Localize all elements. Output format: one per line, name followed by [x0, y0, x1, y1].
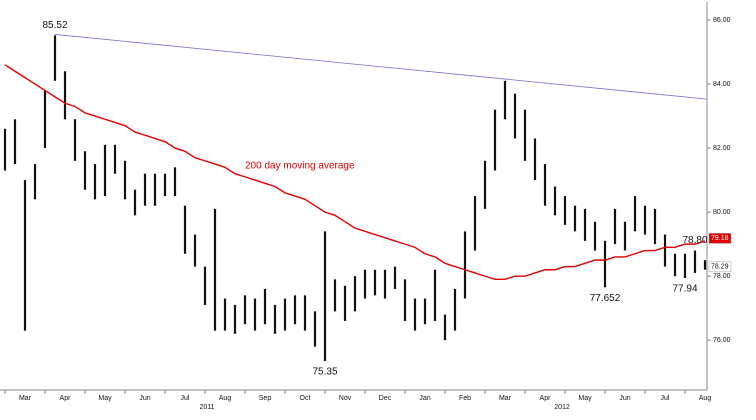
y-tick-label: 86.00 [713, 17, 731, 24]
x-tick-label: Jan [419, 395, 430, 402]
x-tick-label: Aug [219, 395, 232, 402]
trendline [54, 34, 708, 100]
year-label: 2011 [199, 404, 214, 411]
x-tick-label: May [98, 395, 112, 402]
x-tick-label: Mar [19, 395, 32, 402]
last-marker [708, 233, 732, 244]
data-label: 85.52 [42, 20, 67, 31]
y-tick-label: 84.00 [713, 81, 731, 88]
y-tick-label: 78.00 [713, 273, 731, 280]
y-tick-label: 80.00 [713, 209, 731, 216]
data-label: 77.94 [672, 284, 697, 295]
x-tick-label: Dec [379, 395, 392, 402]
x-tick-label: Nov [339, 395, 352, 402]
y-tick-label: 76.00 [713, 337, 731, 344]
data-label: 77.652 [590, 293, 621, 304]
y-tick-label: 82.00 [713, 145, 731, 152]
x-tick-label: Mar [499, 395, 512, 402]
x-tick-label: Jul [661, 395, 670, 402]
x-tick-label: Jul [181, 395, 190, 402]
data-label: 75.35 [312, 367, 337, 378]
x-tick-label: Sep [259, 395, 272, 402]
x-tick-label: Feb [459, 395, 471, 402]
ma-annotation: 200 day moving average [245, 161, 355, 172]
year-label: 2012 [554, 404, 570, 411]
x-tick-label: Oct [300, 395, 311, 402]
x-tick-label: May [578, 395, 592, 402]
x-tick-label: Aug [699, 395, 712, 402]
x-tick-label: Jun [619, 395, 630, 402]
data-label: 78.80 [682, 235, 707, 246]
x-tick-label: Jun [139, 395, 150, 402]
moving-average [4, 64, 706, 281]
last-marker [708, 261, 732, 273]
last-marker-label: 79.18 [711, 235, 729, 242]
last-marker-label: 78.29 [711, 264, 729, 271]
x-tick-label: Apr [540, 395, 552, 402]
x-tick-label: Apr [60, 395, 72, 402]
